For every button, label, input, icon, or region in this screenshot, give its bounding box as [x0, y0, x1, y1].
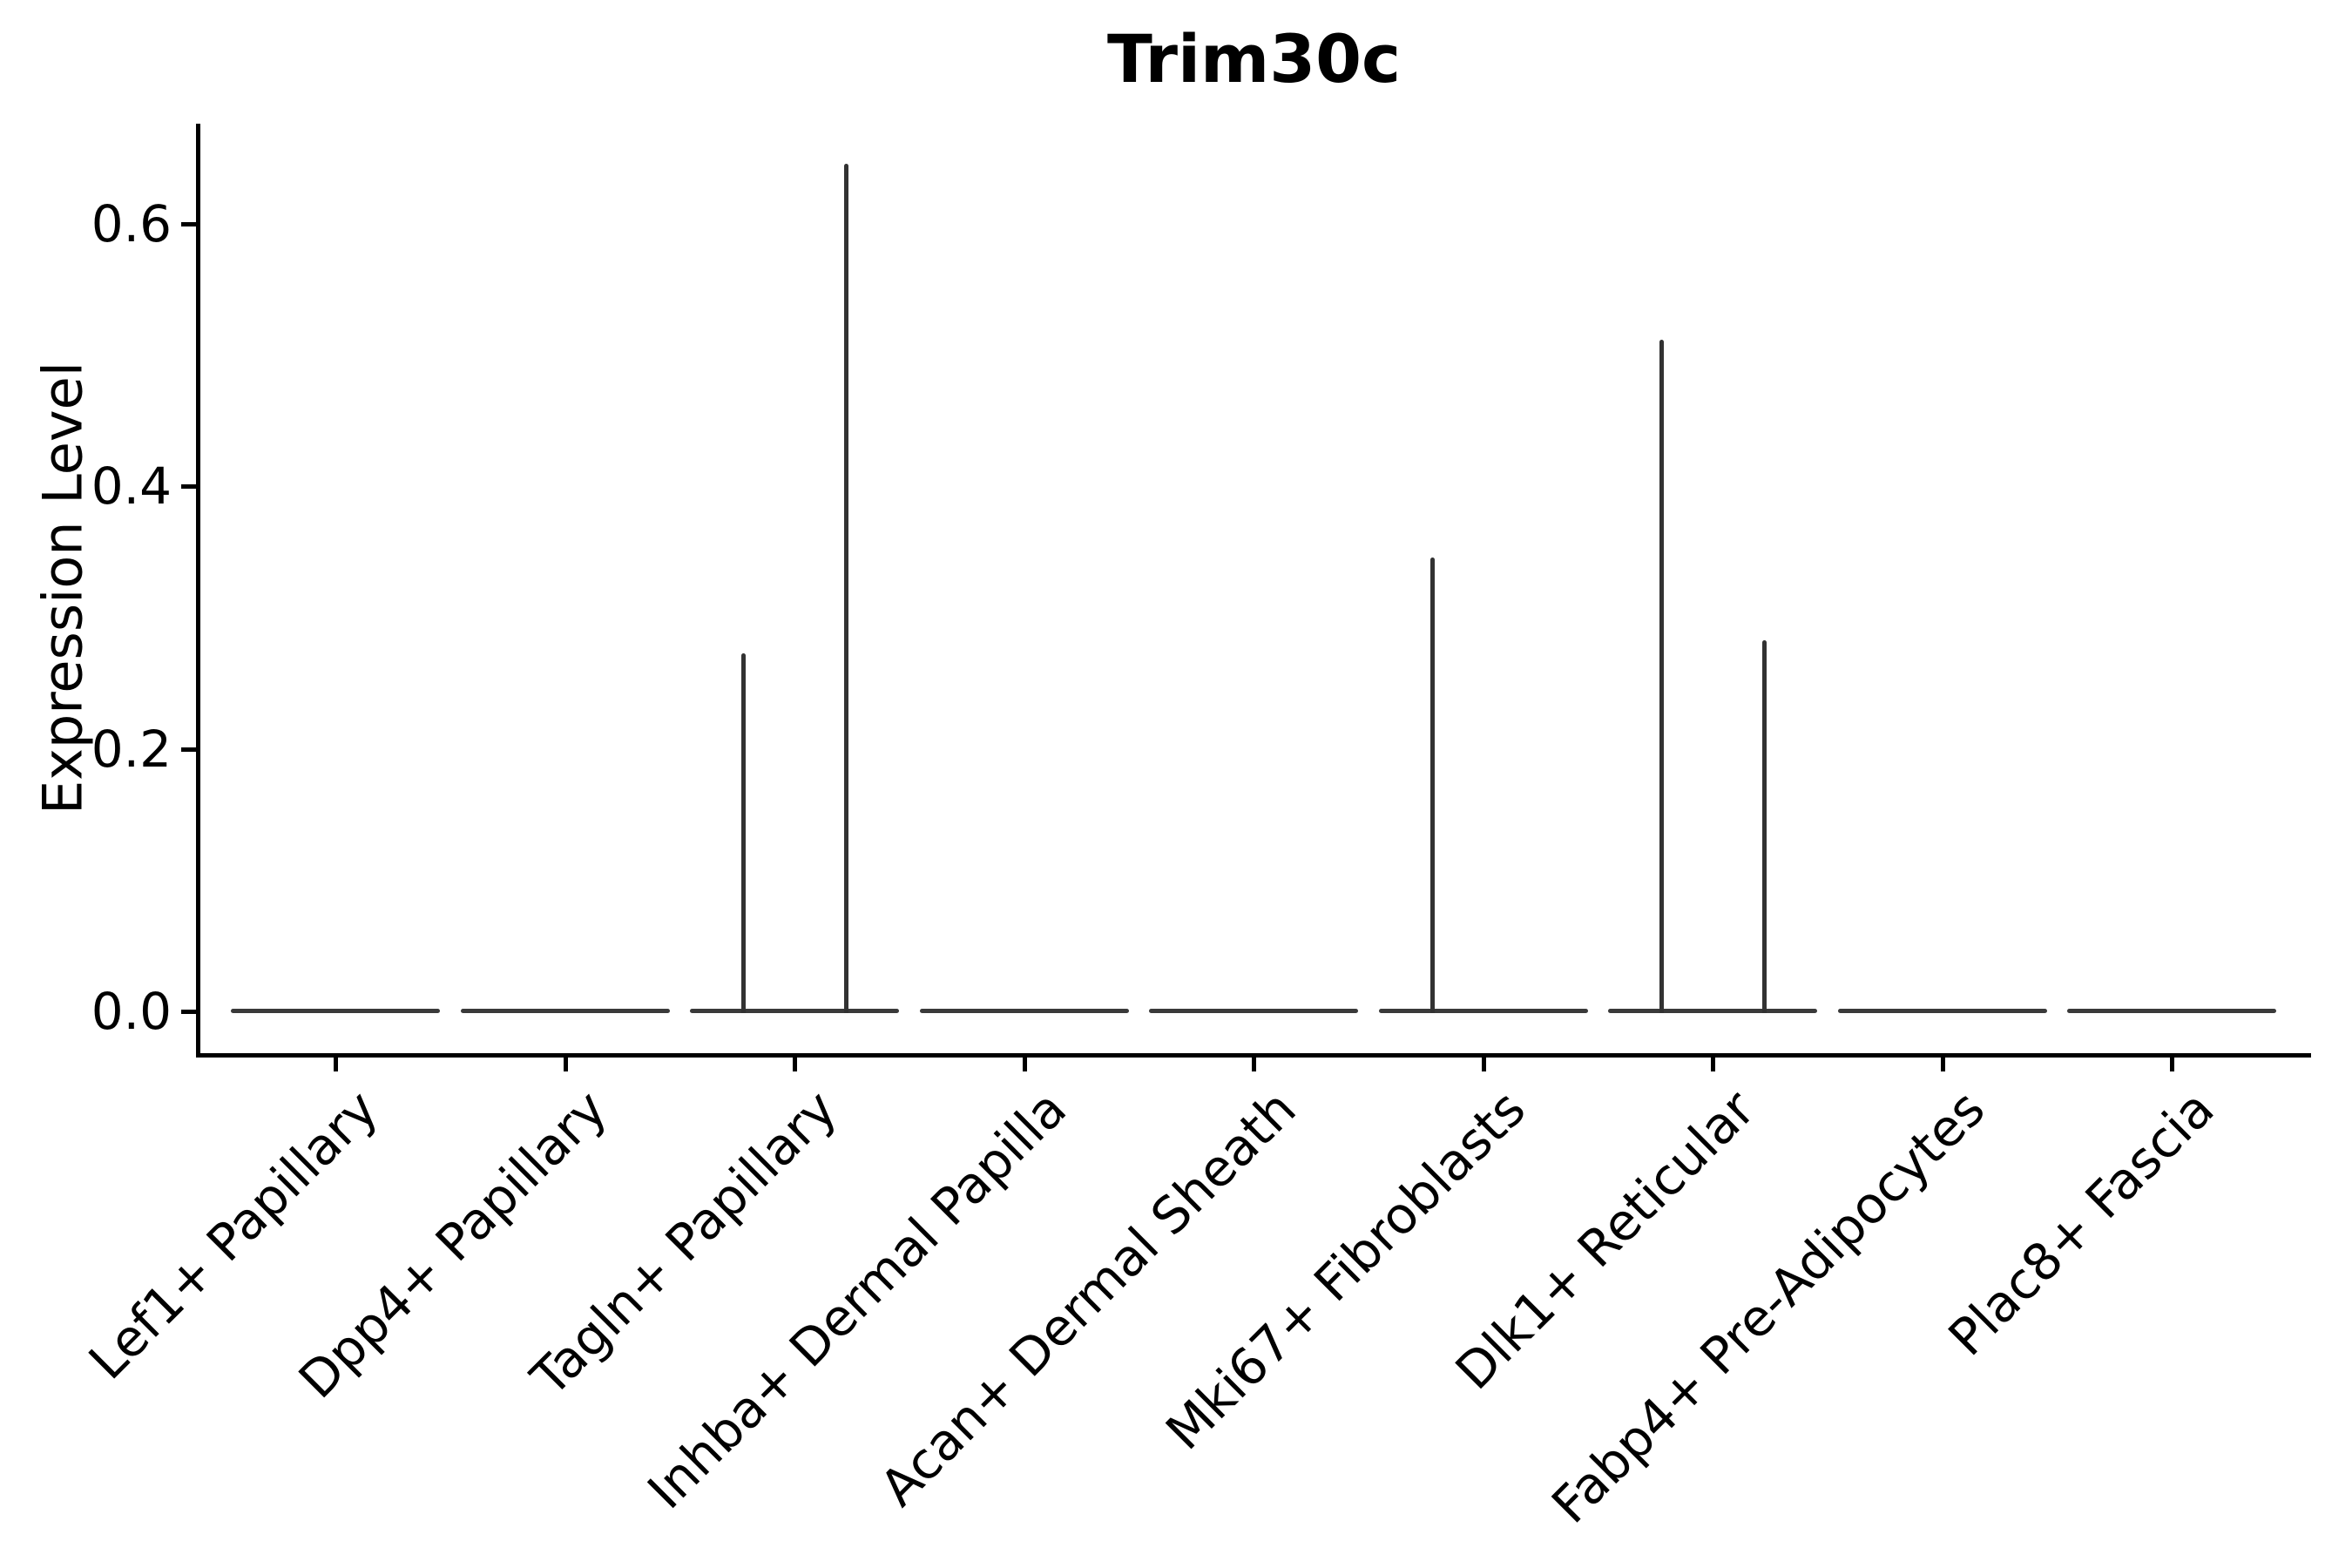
violin-body: [460, 1009, 670, 1013]
y-tick: [181, 484, 196, 490]
violin-body: [1608, 1009, 1817, 1013]
y-tick: [181, 747, 196, 752]
violin-body: [2067, 1009, 2276, 1013]
y-axis-spine: [196, 124, 200, 1058]
violin-body: [231, 1009, 440, 1013]
x-tick: [1940, 1058, 1945, 1071]
x-tick: [793, 1058, 797, 1071]
violin-spike: [1762, 639, 1767, 1013]
x-tick-label: Acan+ Dermal Sheath: [868, 1078, 1308, 1518]
violin-spike: [741, 652, 746, 1013]
violin-spike: [1659, 339, 1664, 1013]
x-tick-label: Fabp4+ Pre-Adipocytes: [1540, 1078, 1997, 1535]
violin-body: [1378, 1009, 1588, 1013]
violin-body: [690, 1009, 899, 1013]
y-tick: [181, 221, 196, 226]
x-tick: [1481, 1058, 1486, 1071]
x-tick: [334, 1058, 338, 1071]
x-tick-label: Inhba+ Dermal Papilla: [636, 1078, 1078, 1521]
y-tick-label: 0.2: [91, 719, 172, 779]
violin-body: [1149, 1009, 1358, 1013]
y-tick-label: 0.0: [91, 982, 172, 1041]
violin-spike: [1429, 557, 1435, 1013]
violin-spike: [844, 163, 848, 1013]
y-tick: [181, 1010, 196, 1014]
x-tick: [1022, 1058, 1027, 1071]
violin-body: [919, 1009, 1129, 1013]
x-tick: [1711, 1058, 1715, 1071]
y-tick-label: 0.6: [91, 193, 172, 253]
x-tick: [563, 1058, 568, 1071]
violin-body: [1837, 1009, 2047, 1013]
x-axis-spine: [196, 1053, 2311, 1058]
x-tick: [2170, 1058, 2174, 1071]
plot-title: Trim30c: [1106, 20, 1402, 98]
x-tick: [1252, 1058, 1256, 1071]
y-tick-label: 0.4: [91, 456, 172, 517]
